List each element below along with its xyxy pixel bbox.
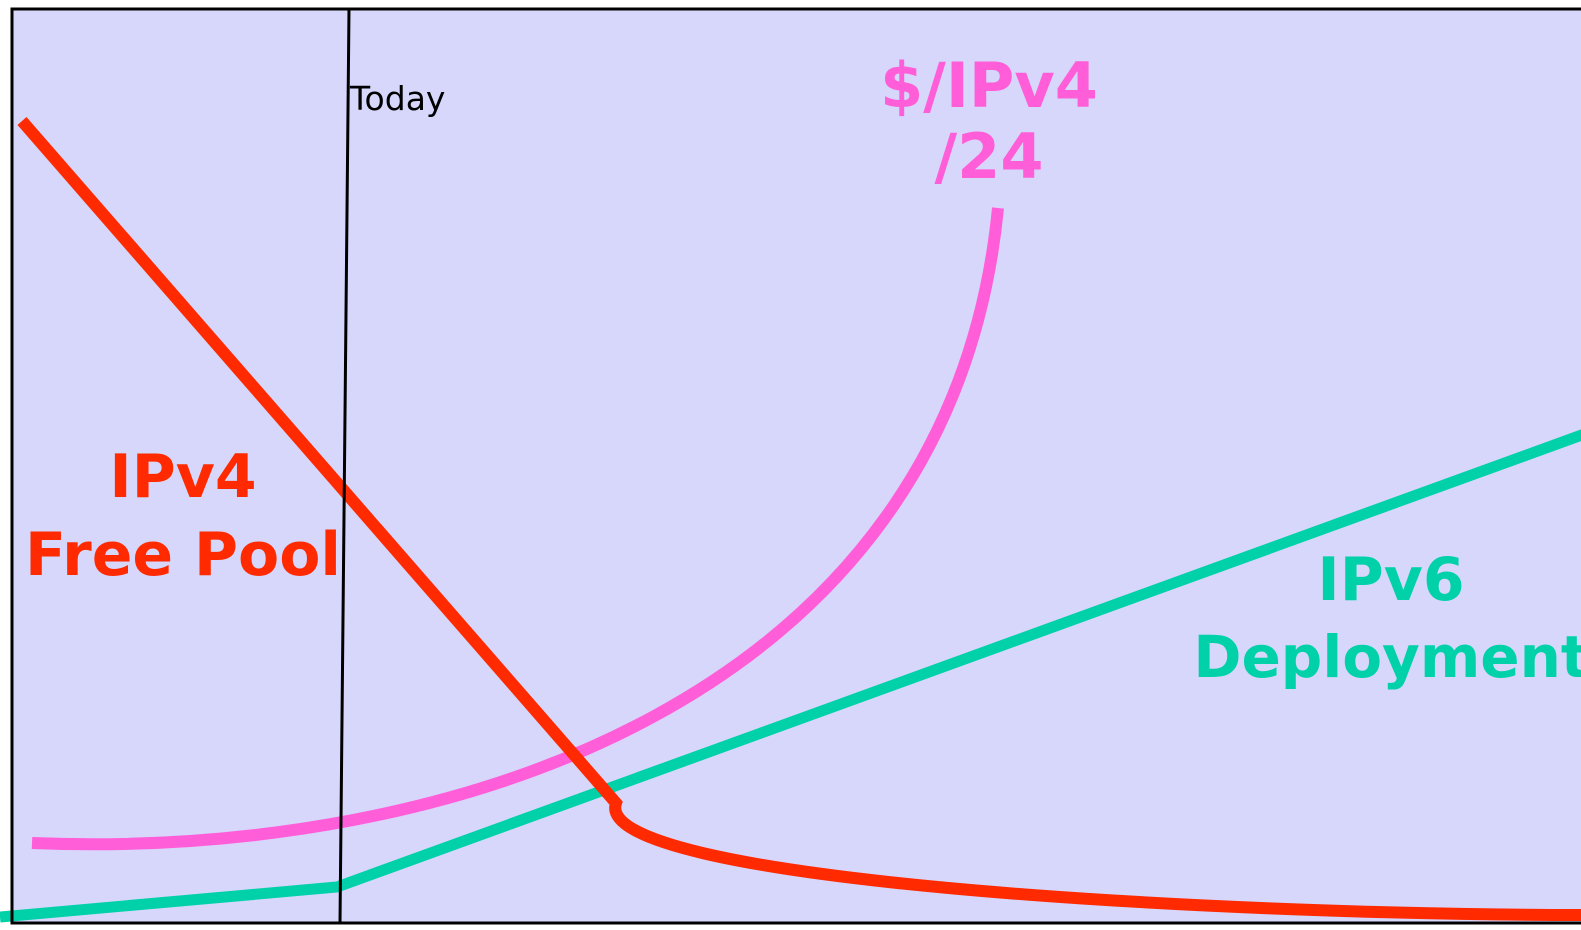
ipv6-deployment-label-line1: IPv6 [1317,545,1464,615]
ipv6-deployment-curve [0,429,1581,923]
ipv6-deployment-label-line2: Deployment [1193,623,1581,691]
today-marker-line [338,8,351,924]
ipv4-price-curve [31,207,1004,851]
ipv4-free-pool-curve [17,117,1581,921]
diagram-background [12,9,1581,923]
ipv4-price-label-line1: $/IPv4 [880,49,1098,122]
ipv4-price-label-line2: /24 [935,120,1044,193]
ipv4-free-pool-label-line1: IPv4 [109,442,256,512]
today-label: Today [349,79,445,118]
diagram-frame [10,7,1581,925]
ipv4-free-pool-label-line2: Free Pool [25,520,341,590]
